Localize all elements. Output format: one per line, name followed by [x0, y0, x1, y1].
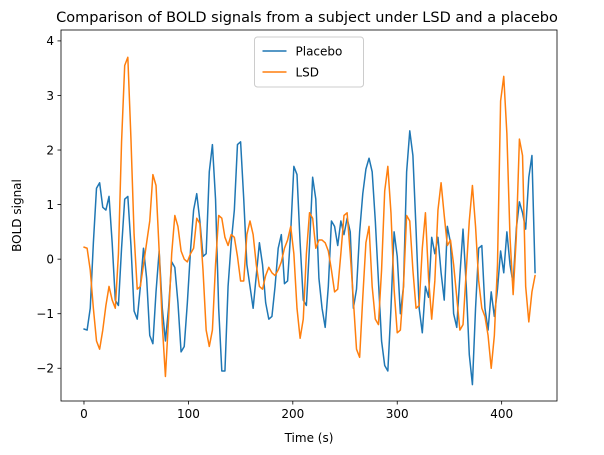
- legend-box: [254, 36, 364, 88]
- x-tick-label: 400: [490, 407, 513, 421]
- chart-title: Comparison of BOLD signals from a subjec…: [56, 10, 558, 26]
- x-axis-label: Time (s): [284, 431, 334, 445]
- axes-frame: [60, 29, 558, 402]
- y-tick-label: 4: [46, 34, 54, 48]
- x-tick-label: 300: [386, 407, 409, 421]
- series-layer: [83, 56, 536, 386]
- y-tick-label: −2: [36, 362, 54, 376]
- x-tick-label: 100: [177, 407, 200, 421]
- x-axis-ticks: 0 100 200 300 400: [80, 401, 513, 421]
- x-tick-label: 200: [281, 407, 304, 421]
- legend: Placebo LSD: [254, 36, 364, 88]
- y-tick-label: 2: [46, 143, 54, 157]
- series-line-lsd: [83, 56, 536, 378]
- legend-label-placebo: Placebo: [296, 44, 343, 58]
- legend-label-lsd: LSD: [296, 65, 320, 79]
- x-tick-label: 0: [80, 407, 88, 421]
- y-axis-label: BOLD signal: [10, 179, 24, 252]
- y-tick-label: 3: [46, 89, 54, 103]
- y-tick-label: −1: [36, 307, 54, 321]
- y-tick-label: 1: [46, 198, 54, 212]
- y-axis-ticks: −2 −1 0 1 2 3 4: [36, 34, 61, 376]
- y-tick-label: 0: [46, 252, 54, 266]
